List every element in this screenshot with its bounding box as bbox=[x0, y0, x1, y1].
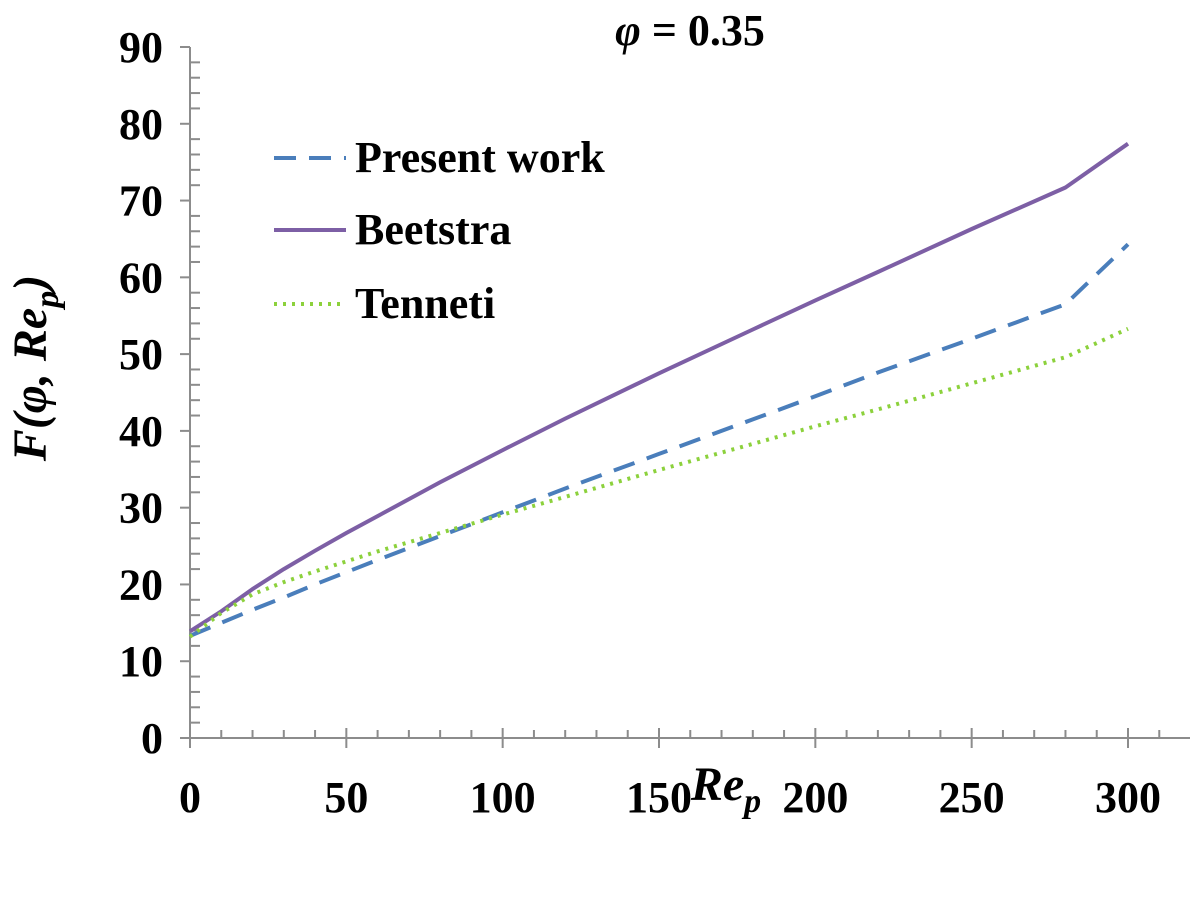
series-line-beetstra bbox=[188, 142, 1130, 633]
x-tick-label: 250 bbox=[939, 773, 1005, 822]
x-tick-label: 0 bbox=[179, 773, 201, 822]
y-axis-label-phi: φ bbox=[4, 385, 57, 413]
x-tick-label: 50 bbox=[324, 773, 368, 822]
y-tick-label: 60 bbox=[119, 253, 163, 302]
series-line-present-work bbox=[189, 242, 1130, 638]
x-tick-label: 300 bbox=[1095, 773, 1161, 822]
axes: 0 10 20 30 40 50 60 70 80 90 0 50 100 150 200 250 300 bbox=[119, 23, 1190, 822]
legend-label: Tenneti bbox=[355, 279, 495, 328]
series-group bbox=[188, 142, 1130, 639]
x-tick-label: 200 bbox=[782, 773, 848, 822]
x-tick-label: 100 bbox=[470, 773, 536, 822]
y-axis-label-mid: , bbox=[4, 361, 57, 387]
y-axis-label-prefix: F( bbox=[4, 410, 57, 462]
y-axis-label-main: Re bbox=[4, 308, 57, 362]
x-axis-label: Rep bbox=[690, 758, 761, 820]
y-tick-label: 0 bbox=[141, 714, 163, 763]
y-tick-label: 70 bbox=[119, 177, 163, 226]
y-tick-label: 50 bbox=[119, 330, 163, 379]
y-axis-label-suffix: ) bbox=[4, 275, 57, 295]
y-tick-label: 40 bbox=[119, 407, 163, 456]
legend-label: Present work bbox=[355, 133, 605, 182]
y-axis-label: F(φ, Rep) bbox=[4, 275, 66, 462]
y-tick-label: 10 bbox=[119, 637, 163, 686]
legend: Present work Beetstra Tenneti bbox=[274, 133, 605, 328]
y-axis-label-sub: p bbox=[29, 291, 66, 311]
y-tick-label: 20 bbox=[119, 560, 163, 609]
x-axis-label-sub: p bbox=[741, 783, 761, 820]
title-rest: = 0.35 bbox=[641, 6, 765, 55]
y-tick-label: 30 bbox=[119, 484, 163, 533]
y-tick-label: 90 bbox=[119, 23, 163, 72]
chart-title: φ = 0.35 bbox=[615, 6, 765, 55]
x-axis-label-main: Re bbox=[690, 758, 744, 811]
title-symbol: φ bbox=[615, 6, 641, 55]
legend-label: Beetstra bbox=[355, 205, 511, 254]
y-tick-label: 80 bbox=[119, 100, 163, 149]
x-tick-label: 150 bbox=[626, 773, 692, 822]
